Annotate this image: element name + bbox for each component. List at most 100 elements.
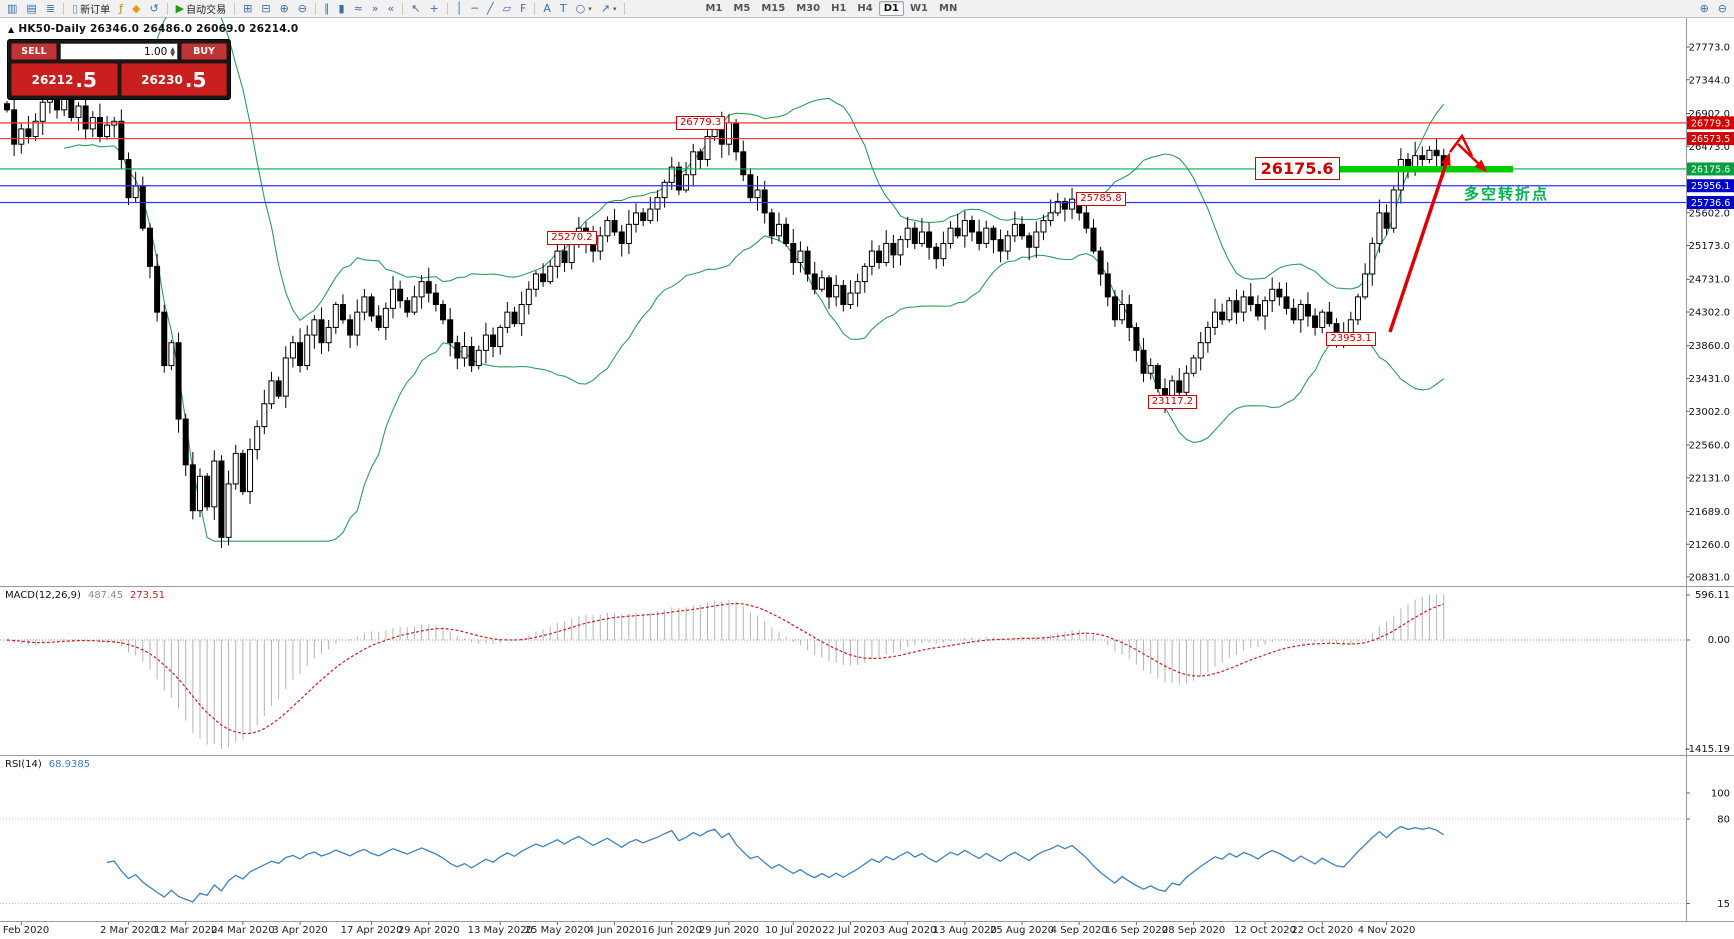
svg-text:24731.0: 24731.0 <box>1689 275 1730 286</box>
autotrading-button[interactable]: ▶ 自动交易 <box>172 1 230 16</box>
market-watch-icon[interactable]: ≣ <box>42 1 59 16</box>
svg-text:100: 100 <box>1711 789 1730 800</box>
price-annotation[interactable]: 25785.8 <box>1076 191 1126 206</box>
toolbar-separator <box>446 2 448 15</box>
price-annotation[interactable]: 26779.3 <box>675 115 726 130</box>
price-annotation[interactable]: 26175.6 <box>1254 157 1340 181</box>
volume-field[interactable]: ▲ ▼ <box>60 43 178 60</box>
arrows-icon[interactable]: ↗ ▾ <box>597 1 621 16</box>
price-axis[interactable]: 27773.0 27344.0 26902.0 26473.0 25602.0 25173… <box>1686 43 1734 584</box>
chart-shift-icon[interactable]: « <box>384 1 399 16</box>
sell-price-box[interactable]: 26212 .5 <box>11 63 118 96</box>
zoom-out-icon[interactable]: ⊖ <box>294 1 311 16</box>
svg-text:22560.0: 22560.0 <box>1689 440 1730 451</box>
chart-shift-icon: « <box>387 2 395 15</box>
channel-icon: ▱ <box>502 2 512 15</box>
candlestick-chart-icon: ▮ <box>338 2 345 15</box>
candles-layer[interactable] <box>4 80 1447 548</box>
history-center-icon[interactable]: ↺ <box>145 1 162 16</box>
search-zoom-in-icon[interactable]: ⊕ <box>1696 1 1713 16</box>
metaeditor-icon: ◆ <box>131 2 141 15</box>
line-chart-icon[interactable]: ≈ <box>350 1 367 16</box>
new-chart-icon: ▥ <box>7 2 18 15</box>
chevron-down-icon: ▾ <box>588 4 592 13</box>
toolbar-separator <box>624 2 626 15</box>
channel-icon[interactable]: ▱ <box>499 1 515 16</box>
text-icon[interactable]: A <box>539 1 555 16</box>
new-order-button: ▯ <box>72 2 79 15</box>
horizontal-lines-layer[interactable] <box>0 122 1686 204</box>
horizontal-line-icon[interactable]: ─ <box>467 1 482 16</box>
timeframe-mn-button[interactable]: MN <box>934 1 962 16</box>
volume-input[interactable] <box>97 45 168 58</box>
tile-windows-icon[interactable]: ⊞ <box>239 1 256 16</box>
timeframe-m1-button[interactable]: M1 <box>700 1 727 16</box>
rsi-indicator-label: RSI(14) 68.9385 <box>5 759 90 770</box>
new-chart-icon[interactable]: ▥ <box>3 1 21 16</box>
vertical-line-icon[interactable]: │ <box>452 1 467 16</box>
svg-text:27344.0: 27344.0 <box>1689 75 1730 86</box>
label-icon[interactable]: T <box>556 1 571 16</box>
horizontal-line-icon: ─ <box>471 2 478 15</box>
profiles-icon: ▤ <box>26 2 37 15</box>
macd-main-value: 487.45 <box>87 590 123 601</box>
buy-price-box[interactable]: 26230 .5 <box>120 63 227 96</box>
trendline-icon[interactable]: ╱ <box>483 1 498 16</box>
spinner-down-icon[interactable]: ▼ <box>170 50 175 58</box>
price-annotation[interactable]: 25270.2 <box>547 231 597 246</box>
history-center-icon: ↺ <box>149 2 159 15</box>
panel-collapse-icon[interactable]: ▲ <box>8 25 15 34</box>
buy-button[interactable]: BUY <box>181 43 227 60</box>
shapes-icon[interactable]: ○ ▾ <box>572 1 596 16</box>
main-toolbar: ▥ ▤ ≣ ▯ 新订单 ƒ ◆ ↺ ▶ 自动交易 ⊞ ⊟ ⊕ ⊖ ∥ ▮ ≈» «↖ + │ ─ ╱ ▱ F A T ○ ▾ ↗ ▾ M1 M… <box>0 0 1734 18</box>
svg-text:15: 15 <box>1717 899 1730 910</box>
timeframe-d1-button[interactable]: D1 <box>878 1 904 16</box>
candlestick-chart-icon[interactable]: ▮ <box>335 1 349 16</box>
price-annotation-text: 26779.3 <box>679 116 722 128</box>
vertical-line-icon: │ <box>455 2 463 15</box>
timeframe-h4-button[interactable]: H4 <box>852 1 877 16</box>
crosshair-icon[interactable]: + <box>425 1 442 16</box>
new-order-button[interactable]: ▯ 新订单 <box>68 1 114 16</box>
svg-text:16 Sep 2020: 16 Sep 2020 <box>1105 925 1168 936</box>
bar-chart-icon[interactable]: ∥ <box>320 1 334 16</box>
cascade-windows-icon: ⊟ <box>261 2 271 15</box>
timeframe-h1-button[interactable]: H1 <box>826 1 851 16</box>
rsi-name: RSI(14) <box>5 759 42 770</box>
metaeditor-icon[interactable]: ◆ <box>128 1 144 16</box>
svg-text:26573.5: 26573.5 <box>1691 134 1730 145</box>
chevron-down-icon: ▾ <box>612 4 617 13</box>
autotrading-button-label: 自动交易 <box>186 5 227 16</box>
fibonacci-icon[interactable]: F <box>516 1 530 16</box>
cursor-icon: ↖ <box>411 2 421 15</box>
sell-button[interactable]: SELL <box>11 43 57 60</box>
turning-point-note[interactable]: 多空转折点 <box>1464 185 1550 203</box>
pane-separators[interactable] <box>0 17 1734 922</box>
search-zoom-out-icon[interactable]: ⊖ <box>1714 1 1731 16</box>
timeframe-m15-button[interactable]: M15 <box>756 1 790 16</box>
svg-text:23431.0: 23431.0 <box>1689 374 1730 385</box>
price-annotation[interactable]: 23117.2 <box>1147 395 1198 410</box>
price-annotation-text: 26175.6 <box>1260 159 1334 179</box>
svg-text:-1415.19: -1415.19 <box>1685 744 1730 755</box>
indicators-icon[interactable]: ƒ <box>115 1 127 16</box>
cursor-icon[interactable]: ↖ <box>407 1 424 16</box>
cascade-windows-icon[interactable]: ⊟ <box>257 1 274 16</box>
buy-price-main: 26230 <box>141 72 183 87</box>
timeframe-m30-button[interactable]: M30 <box>791 1 825 16</box>
svg-text:3 Aug 2020: 3 Aug 2020 <box>879 925 937 936</box>
zoom-out-icon: ⊖ <box>297 2 307 15</box>
auto-scroll-icon[interactable]: » <box>368 1 383 16</box>
price-annotation[interactable]: 23953.1 <box>1326 331 1376 346</box>
volume-spinner[interactable]: ▲ ▼ <box>170 45 175 58</box>
trendline-icon: ╱ <box>486 2 494 15</box>
svg-text:3 Apr 2020: 3 Apr 2020 <box>272 925 327 936</box>
timeframe-w1-button[interactable]: W1 <box>905 1 933 16</box>
profiles-icon[interactable]: ▤ <box>22 1 40 16</box>
spinner-up-icon[interactable]: ▲ <box>170 45 175 53</box>
buy-price-pips: .5 <box>184 67 207 92</box>
zoom-in-icon[interactable]: ⊕ <box>276 1 293 16</box>
timeframe-m5-button[interactable]: M5 <box>728 1 755 16</box>
